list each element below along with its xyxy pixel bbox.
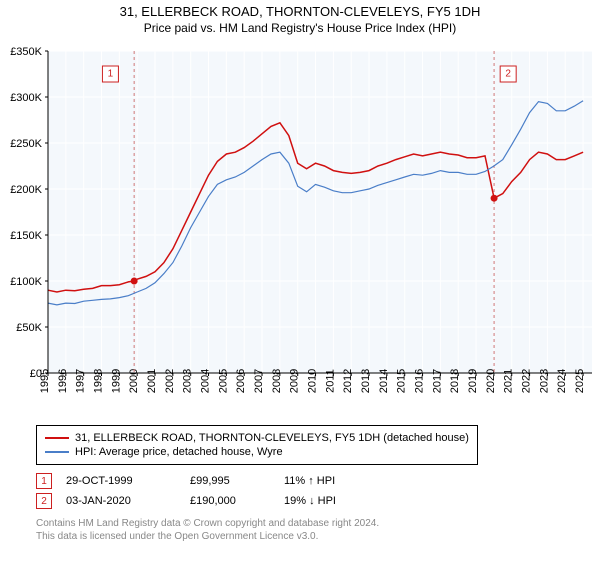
sale-diff: 19% ↓ HPI [284, 495, 374, 507]
svg-text:2017: 2017 [431, 369, 443, 393]
svg-text:£350K: £350K [10, 46, 42, 58]
sale-price: £99,995 [190, 475, 270, 487]
svg-text:2: 2 [505, 69, 511, 80]
svg-text:2001: 2001 [146, 369, 158, 393]
svg-text:2000: 2000 [128, 369, 140, 393]
svg-text:£200K: £200K [10, 184, 42, 196]
footer-line: Contains HM Land Registry data © Crown c… [36, 517, 600, 530]
footer: Contains HM Land Registry data © Crown c… [36, 517, 600, 543]
legend-swatch [45, 437, 69, 439]
svg-text:2023: 2023 [538, 369, 550, 393]
sale-row: 1 29-OCT-1999 £99,995 11% ↑ HPI [36, 473, 600, 489]
svg-text:2025: 2025 [574, 369, 586, 393]
sale-row: 2 03-JAN-2020 £190,000 19% ↓ HPI [36, 493, 600, 509]
svg-text:£50K: £50K [16, 322, 42, 334]
chart-svg: £0£50K£100K£150K£200K£250K£300K£350K1995… [0, 41, 600, 421]
svg-text:2003: 2003 [182, 369, 194, 393]
sale-marker-icon: 2 [36, 493, 52, 509]
svg-text:2002: 2002 [164, 369, 176, 393]
svg-text:2024: 2024 [556, 369, 568, 393]
chart-title: 31, ELLERBECK ROAD, THORNTON-CLEVELEYS, … [0, 4, 600, 19]
svg-text:2020: 2020 [485, 369, 497, 393]
footer-line: This data is licensed under the Open Gov… [36, 530, 600, 543]
legend-item: 31, ELLERBECK ROAD, THORNTON-CLEVELEYS, … [45, 432, 469, 444]
svg-text:2006: 2006 [235, 369, 247, 393]
svg-text:2013: 2013 [360, 369, 372, 393]
svg-text:£100K: £100K [10, 276, 42, 288]
sale-date: 29-OCT-1999 [66, 475, 176, 487]
svg-text:2008: 2008 [271, 369, 283, 393]
svg-text:2005: 2005 [217, 369, 229, 393]
chart-area: £0£50K£100K£150K£200K£250K£300K£350K1995… [0, 41, 600, 421]
svg-text:2022: 2022 [521, 369, 533, 393]
svg-text:2016: 2016 [414, 369, 426, 393]
sale-date: 03-JAN-2020 [66, 495, 176, 507]
svg-text:2014: 2014 [378, 369, 390, 393]
svg-text:2010: 2010 [307, 369, 319, 393]
sale-marker-icon: 1 [36, 473, 52, 489]
sale-price: £190,000 [190, 495, 270, 507]
legend-item: HPI: Average price, detached house, Wyre [45, 446, 469, 458]
svg-text:£150K: £150K [10, 230, 42, 242]
svg-text:2015: 2015 [396, 369, 408, 393]
svg-text:2019: 2019 [467, 369, 479, 393]
svg-text:1995: 1995 [39, 369, 51, 393]
svg-text:2018: 2018 [449, 369, 461, 393]
sale-diff: 11% ↑ HPI [284, 475, 374, 487]
svg-text:2004: 2004 [200, 369, 212, 393]
chart-subtitle: Price paid vs. HM Land Registry's House … [0, 21, 600, 35]
svg-text:1: 1 [108, 69, 114, 80]
svg-text:2021: 2021 [503, 369, 515, 393]
svg-text:2007: 2007 [253, 369, 265, 393]
sale-annotations: 1 29-OCT-1999 £99,995 11% ↑ HPI 2 03-JAN… [36, 473, 600, 509]
legend: 31, ELLERBECK ROAD, THORNTON-CLEVELEYS, … [36, 425, 478, 465]
svg-text:1997: 1997 [75, 369, 87, 393]
legend-label: HPI: Average price, detached house, Wyre [75, 446, 283, 458]
svg-text:£250K: £250K [10, 138, 42, 150]
legend-label: 31, ELLERBECK ROAD, THORNTON-CLEVELEYS, … [75, 432, 469, 444]
legend-swatch [45, 451, 69, 453]
svg-text:1996: 1996 [57, 369, 69, 393]
svg-text:1999: 1999 [110, 369, 122, 393]
svg-text:£300K: £300K [10, 92, 42, 104]
svg-text:1998: 1998 [93, 369, 105, 393]
svg-text:2009: 2009 [289, 369, 301, 393]
svg-text:2012: 2012 [342, 369, 354, 393]
